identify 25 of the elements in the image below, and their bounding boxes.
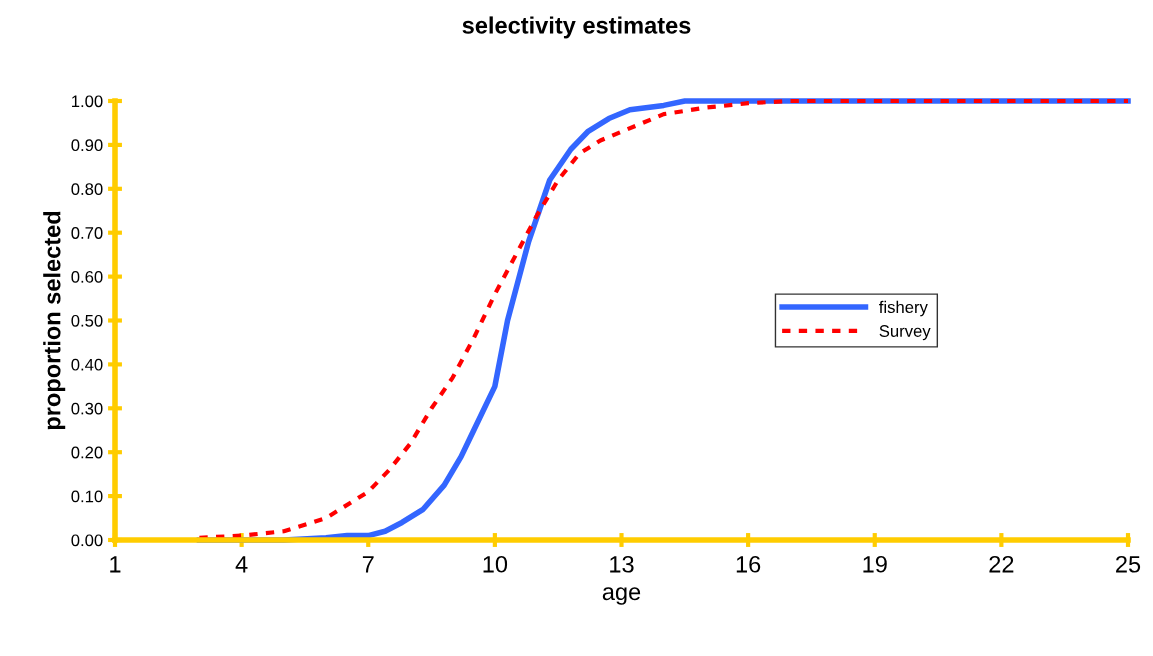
x-axis-title: age <box>602 587 641 605</box>
chart-title: selectivity estimates <box>462 16 691 39</box>
y-tick-label: 0.80 <box>71 183 103 195</box>
legend-label: Survey <box>879 325 931 341</box>
y-tick-label: 0.70 <box>71 227 103 239</box>
x-tick-label: 16 <box>736 555 761 573</box>
y-tick-label: 0.10 <box>71 490 103 503</box>
y-tick-label: 0.40 <box>71 358 103 371</box>
legend-label: fishery <box>879 300 928 317</box>
x-tick-label: 25 <box>1116 555 1141 573</box>
x-tick-label: 22 <box>989 555 1014 573</box>
y-tick-label: 1.00 <box>72 95 103 108</box>
y-tick-label: 0.50 <box>71 314 103 327</box>
x-tick-label: 4 <box>235 556 248 573</box>
x-tick-label: 13 <box>610 555 634 573</box>
y-tick-label: 0.60 <box>71 271 103 283</box>
x-tick-label: 7 <box>362 556 374 573</box>
y-tick-label: 0.00 <box>71 534 103 547</box>
y-axis-title: proportion selected <box>43 211 66 430</box>
x-tick-label: 19 <box>863 555 887 573</box>
y-tick-label: 0.90 <box>71 139 103 152</box>
y-tick-label: 0.30 <box>71 402 103 415</box>
x-tick-label: 1 <box>110 556 121 573</box>
x-tick-label: 10 <box>483 555 508 573</box>
y-tick-label: 0.20 <box>71 446 103 459</box>
